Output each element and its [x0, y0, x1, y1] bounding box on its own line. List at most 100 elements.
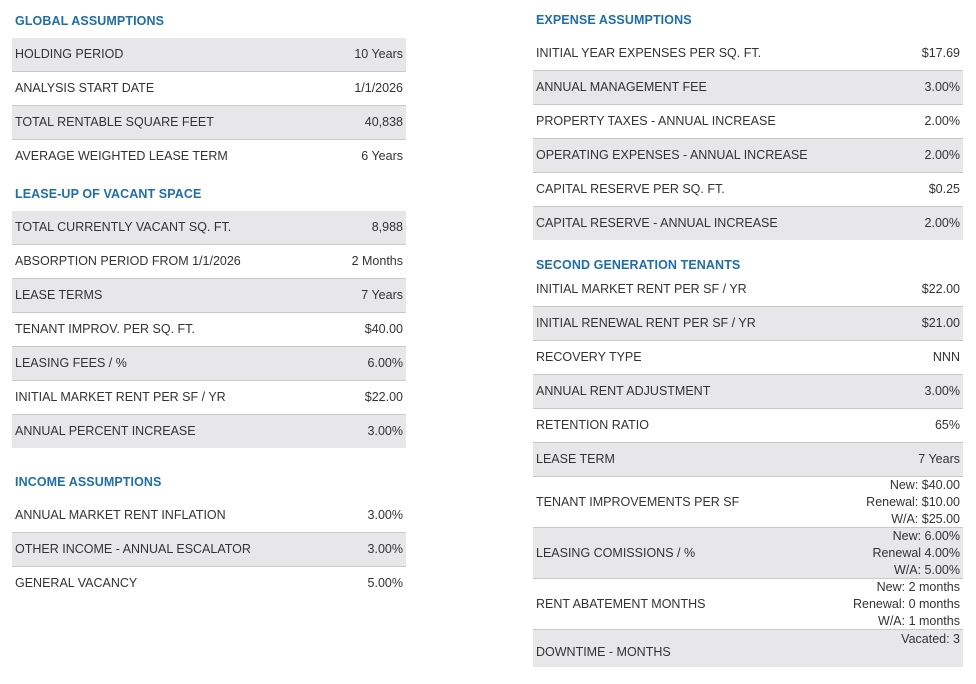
table-row: ANNUAL MANAGEMENT FEE 3.00%: [533, 71, 963, 105]
row-label: HOLDING PERIOD: [15, 47, 124, 61]
row-label: ANALYSIS START DATE: [15, 81, 155, 95]
row-value: 2 Months: [351, 254, 403, 268]
row-value: 6 Years: [361, 149, 403, 163]
tenant-improvements-row: TENANT IMPROVEMENTS PER SF New: $40.00 R…: [533, 477, 963, 528]
row-value-stack: New: 2 months Renewal: 0 months W/A: 1 m…: [853, 579, 960, 629]
table-row: TENANT IMPROV. PER SQ. FT. $40.00: [12, 313, 406, 347]
row-value: 40,838: [364, 115, 403, 129]
row-value: $40.00: [364, 322, 403, 336]
row-label: RECOVERY TYPE: [536, 350, 642, 364]
row-label: ANNUAL RENT ADJUSTMENT: [536, 384, 711, 398]
row-label: TOTAL RENTABLE SQUARE FEET: [15, 115, 214, 129]
row-value: 8,988: [371, 220, 403, 234]
row-label: CAPITAL RESERVE PER SQ. FT.: [536, 182, 725, 196]
table-row: INITIAL MARKET RENT PER SF / YR $22.00: [533, 273, 963, 307]
rent-abatement-row: RENT ABATEMENT MONTHS New: 2 months Rene…: [533, 579, 963, 630]
table-row: PROPERTY TAXES - ANNUAL INCREASE 2.00%: [533, 105, 963, 139]
row-value: $21.00: [921, 316, 960, 330]
row-value: $22.00: [364, 390, 403, 404]
lease-up-table: TOTAL CURRENTLY VACANT SQ. FT. 8,988 ABS…: [12, 211, 406, 448]
table-row: CAPITAL RESERVE - ANNUAL INCREASE 2.00%: [533, 207, 963, 240]
value-line: Renewal: $10.00: [866, 494, 960, 509]
row-value: 10 Years: [354, 47, 403, 61]
row-label: OTHER INCOME - ANNUAL ESCALATOR: [15, 542, 251, 556]
table-row: AVERAGE WEIGHTED LEASE TERM 6 Years: [12, 140, 406, 173]
table-row: HOLDING PERIOD 10 Years: [12, 38, 406, 72]
row-label: LEASE TERM: [536, 452, 615, 466]
downtime-row: DOWNTIME - MONTHS Vacated: 3: [533, 630, 963, 667]
row-label: ANNUAL PERCENT INCREASE: [15, 424, 196, 438]
row-label: LEASING FEES / %: [15, 356, 127, 370]
table-row: RETENTION RATIO 65%: [533, 409, 963, 443]
row-value: 1/1/2026: [354, 81, 403, 95]
table-row: CAPITAL RESERVE PER SQ. FT. $0.25: [533, 173, 963, 207]
row-label: RETENTION RATIO: [536, 418, 649, 432]
table-row: ABSORPTION PERIOD FROM 1/1/2026 2 Months: [12, 245, 406, 279]
second-generation-heading: SECOND GENERATION TENANTS: [536, 258, 741, 272]
value-line: New: 2 months: [876, 579, 960, 594]
left-column: GLOBAL ASSUMPTIONS HOLDING PERIOD 10 Yea…: [12, 0, 406, 600]
row-label: GENERAL VACANCY: [15, 576, 138, 590]
table-row: LEASING FEES / % 6.00%: [12, 347, 406, 381]
table-row: ANNUAL PERCENT INCREASE 3.00%: [12, 415, 406, 448]
row-value: 3.00%: [367, 542, 403, 556]
value-line: New: $40.00: [889, 477, 960, 492]
row-label: ABSORPTION PERIOD FROM 1/1/2026: [15, 254, 241, 268]
table-row: OTHER INCOME - ANNUAL ESCALATOR 3.00%: [12, 533, 406, 567]
table-row: LEASE TERMS 7 Years: [12, 279, 406, 313]
row-value: $0.25: [928, 182, 960, 196]
row-label: TOTAL CURRENTLY VACANT SQ. FT.: [15, 220, 232, 234]
row-value: 3.00%: [367, 508, 403, 522]
table-row: INITIAL YEAR EXPENSES PER SQ. FT. $17.69: [533, 37, 963, 71]
value-line: Renewal 4.00%: [872, 545, 960, 560]
table-row: GENERAL VACANCY 5.00%: [12, 567, 406, 600]
table-row: INITIAL MARKET RENT PER SF / YR $22.00: [12, 381, 406, 415]
row-value: 3.00%: [924, 384, 960, 398]
leasing-commissions-row: LEASING COMISSIONS / % New: 6.00% Renewa…: [533, 528, 963, 579]
second-generation-table: INITIAL MARKET RENT PER SF / YR $22.00 I…: [533, 273, 963, 667]
row-label: AVERAGE WEIGHTED LEASE TERM: [15, 149, 228, 163]
table-row: ANNUAL MARKET RENT INFLATION 3.00%: [12, 499, 406, 533]
table-row: ANNUAL RENT ADJUSTMENT 3.00%: [533, 375, 963, 409]
lease-up-heading: LEASE-UP OF VACANT SPACE: [15, 187, 202, 201]
table-row: INITIAL RENEWAL RENT PER SF / YR $21.00: [533, 307, 963, 341]
row-value: 3.00%: [367, 424, 403, 438]
row-value-stack: New: $40.00 Renewal: $10.00 W/A: $25.00: [866, 477, 960, 527]
row-value: $17.69: [921, 46, 960, 60]
table-row: ANALYSIS START DATE 1/1/2026: [12, 72, 406, 106]
expense-assumptions-heading: EXPENSE ASSUMPTIONS: [536, 13, 692, 27]
value-line: W/A: 1 months: [878, 613, 960, 628]
value-line: New: 6.00%: [892, 528, 960, 543]
row-label: PROPERTY TAXES - ANNUAL INCREASE: [536, 114, 776, 128]
row-label: OPERATING EXPENSES - ANNUAL INCREASE: [536, 148, 808, 162]
row-value-stack: New: 6.00% Renewal 4.00% W/A: 5.00%: [872, 528, 960, 578]
table-row: TOTAL RENTABLE SQUARE FEET 40,838: [12, 106, 406, 140]
table-row: OPERATING EXPENSES - ANNUAL INCREASE 2.0…: [533, 139, 963, 173]
value-line: W/A: $25.00: [891, 511, 960, 526]
income-assumptions-table: ANNUAL MARKET RENT INFLATION 3.00% OTHER…: [12, 499, 406, 600]
row-label: INITIAL RENEWAL RENT PER SF / YR: [536, 316, 756, 330]
expense-assumptions-table: INITIAL YEAR EXPENSES PER SQ. FT. $17.69…: [533, 37, 963, 240]
row-value: 6.00%: [367, 356, 403, 370]
row-label: ANNUAL MARKET RENT INFLATION: [15, 508, 226, 522]
right-column: EXPENSE ASSUMPTIONS INITIAL YEAR EXPENSE…: [533, 0, 963, 667]
row-value: 65%: [934, 418, 960, 432]
value-line: Renewal: 0 months: [852, 596, 960, 611]
row-label: INITIAL MARKET RENT PER SF / YR: [536, 282, 747, 296]
table-row: RECOVERY TYPE NNN: [533, 341, 963, 375]
row-value: 7 Years: [361, 288, 403, 302]
row-label: DOWNTIME - MONTHS: [536, 645, 671, 659]
row-value: NNN: [932, 350, 960, 364]
row-value: Vacated: 3: [901, 632, 960, 646]
row-label: LEASE TERMS: [15, 288, 103, 302]
table-row: LEASE TERM 7 Years: [533, 443, 963, 477]
row-label: ANNUAL MANAGEMENT FEE: [536, 80, 707, 94]
value-line: W/A: 5.00%: [894, 562, 960, 577]
row-value: 7 Years: [918, 452, 960, 466]
row-label: LEASING COMISSIONS / %: [536, 546, 696, 560]
row-value: 2.00%: [924, 148, 960, 162]
income-assumptions-heading: INCOME ASSUMPTIONS: [15, 475, 162, 489]
row-value: $22.00: [921, 282, 960, 296]
row-value: 2.00%: [924, 114, 960, 128]
row-value: 5.00%: [367, 576, 403, 590]
